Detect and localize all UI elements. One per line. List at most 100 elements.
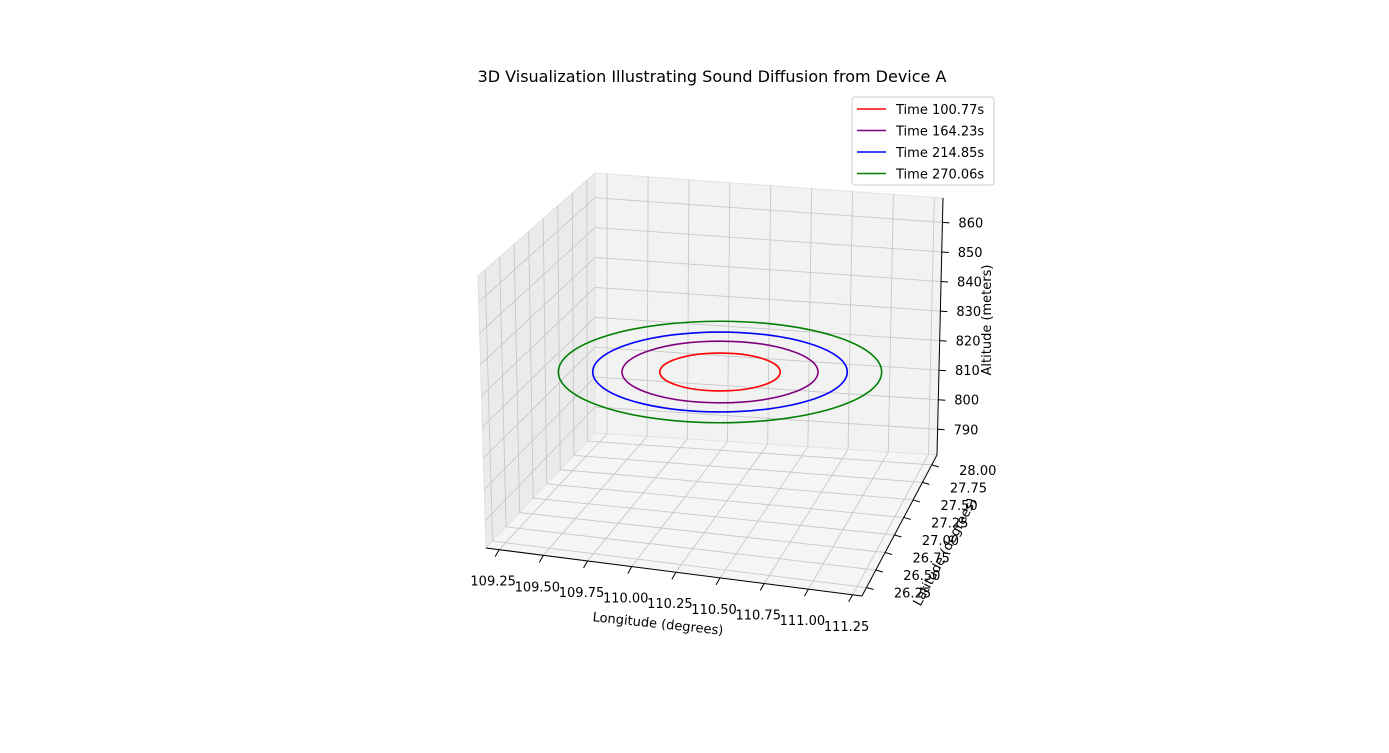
y-tick-mark [903,516,911,520]
z-grid-side [480,257,596,365]
legend-label-1: Time 100.77s [895,103,984,118]
legend-box [851,96,995,186]
x-tick-mark [671,571,677,580]
y-grid-wall [542,218,548,484]
x-axis-line [485,547,863,597]
x-grid-floor [675,443,769,573]
y-tick-label: 26.75 [913,551,950,566]
z-tick-mark [937,428,945,431]
y-tick-mark [922,481,930,485]
y-grid-floor [533,497,895,536]
y-grid-wall [484,269,493,542]
z-grid-side [478,197,596,303]
x-grid-wall [767,185,772,445]
x-tick-label: 111.00 [780,614,826,629]
x-grid-floor [587,438,688,562]
x-grid-wall [807,188,813,447]
y-grid-floor [506,526,876,571]
z-tick-mark [942,221,950,224]
z-tick-label: 830 [956,305,981,320]
y-grid-wall [557,205,561,470]
y-grid-floor [560,469,914,501]
x-grid-wall [887,194,894,452]
y-grid-wall [513,244,521,513]
y-grid-floor [573,454,923,483]
x-tick-label: 109.25 [470,575,516,590]
y-tick-label: 28.00 [959,464,996,479]
y-tick-mark [885,552,893,555]
z-tick-mark [940,310,948,313]
x-tick-label: 109.50 [515,580,561,595]
y-tick-label: 27.50 [940,499,977,514]
z-grid-back [594,286,941,312]
x-grid-wall [847,191,853,450]
x-tick-mark [494,549,500,557]
z-tick-mark [941,281,949,283]
x-grid-floor [852,454,929,596]
x-tick-label: 110.50 [691,603,737,618]
z-grid-side [482,316,596,428]
z-axis-label: Altitude (meters) [980,265,995,376]
x-tick-label: 110.75 [735,609,781,624]
x-tick-mark [848,594,854,603]
series-ring-3 [591,331,849,413]
axes [485,197,950,603]
series-ring-1 [658,352,781,392]
z-tick-label: 820 [956,335,981,350]
z-grid-back [594,346,940,371]
legend: Time 100.77s Time 164.23s Time 214.85s Time… [851,96,995,186]
y-grid-floor [492,540,867,588]
x-tick-mark [803,588,809,597]
legend-label-4: Time 270.06s [895,168,984,183]
z-grid-back [594,376,939,401]
x-tick-label: 110.00 [603,592,649,607]
z-tick-mark [941,251,949,253]
z-grid-side [484,406,596,522]
z-axis-line [936,197,944,456]
y-grid-floor [546,483,904,518]
x-tick-mark [759,583,765,591]
x-grid-floor [543,436,648,556]
x-tick-mark [538,555,544,563]
z-grid-back [594,406,938,430]
z-grid-back [594,316,940,342]
y-grid-floor [519,512,886,553]
y-tick-label: 26.25 [894,587,931,602]
y-grid-wall [571,193,575,456]
x-grid-wall [928,197,935,455]
legend-label-2: Time 164.23s [895,125,984,140]
y-tick-label: 27.75 [950,481,987,496]
x-tick-mark [715,577,721,586]
z-tick-label: 860 [958,216,983,231]
z-tick-label: 850 [958,246,983,261]
z-tick-mark [939,340,947,342]
x-grid-floor [631,441,728,567]
y-tick-mark [894,534,902,538]
z-tick-mark [938,399,946,401]
z-grid-side [483,346,596,459]
series-ring-2 [621,340,819,404]
z-tick-label: 790 [954,423,979,438]
z-tick-label: 810 [955,364,980,379]
x-grid-wall [727,182,731,442]
x-tick-label: 111.25 [824,620,870,635]
z-grid-back [594,197,943,223]
series-ring-4 [557,320,883,424]
y-grid-wall [528,231,534,499]
y-axis-line [861,454,938,597]
tick-labels: 109.25109.50109.75110.00110.25110.50110.… [470,216,996,634]
legend-label-3: Time 214.85s [895,146,984,161]
y-tick-mark [866,587,874,591]
y-tick-mark [875,569,883,573]
z-tick-label: 840 [957,276,982,291]
series-rings [557,320,883,424]
chart-title: 3D Visualization Illustrating Sound Diff… [478,67,947,86]
x-grid-floor [808,451,889,590]
y-tick-mark [912,499,921,503]
z-tick-mark [938,369,947,372]
x-grid-floor [498,433,608,550]
y-grid-wall [586,180,588,442]
x-tick-mark [627,566,633,574]
y-tick-label: 26.50 [903,569,940,584]
